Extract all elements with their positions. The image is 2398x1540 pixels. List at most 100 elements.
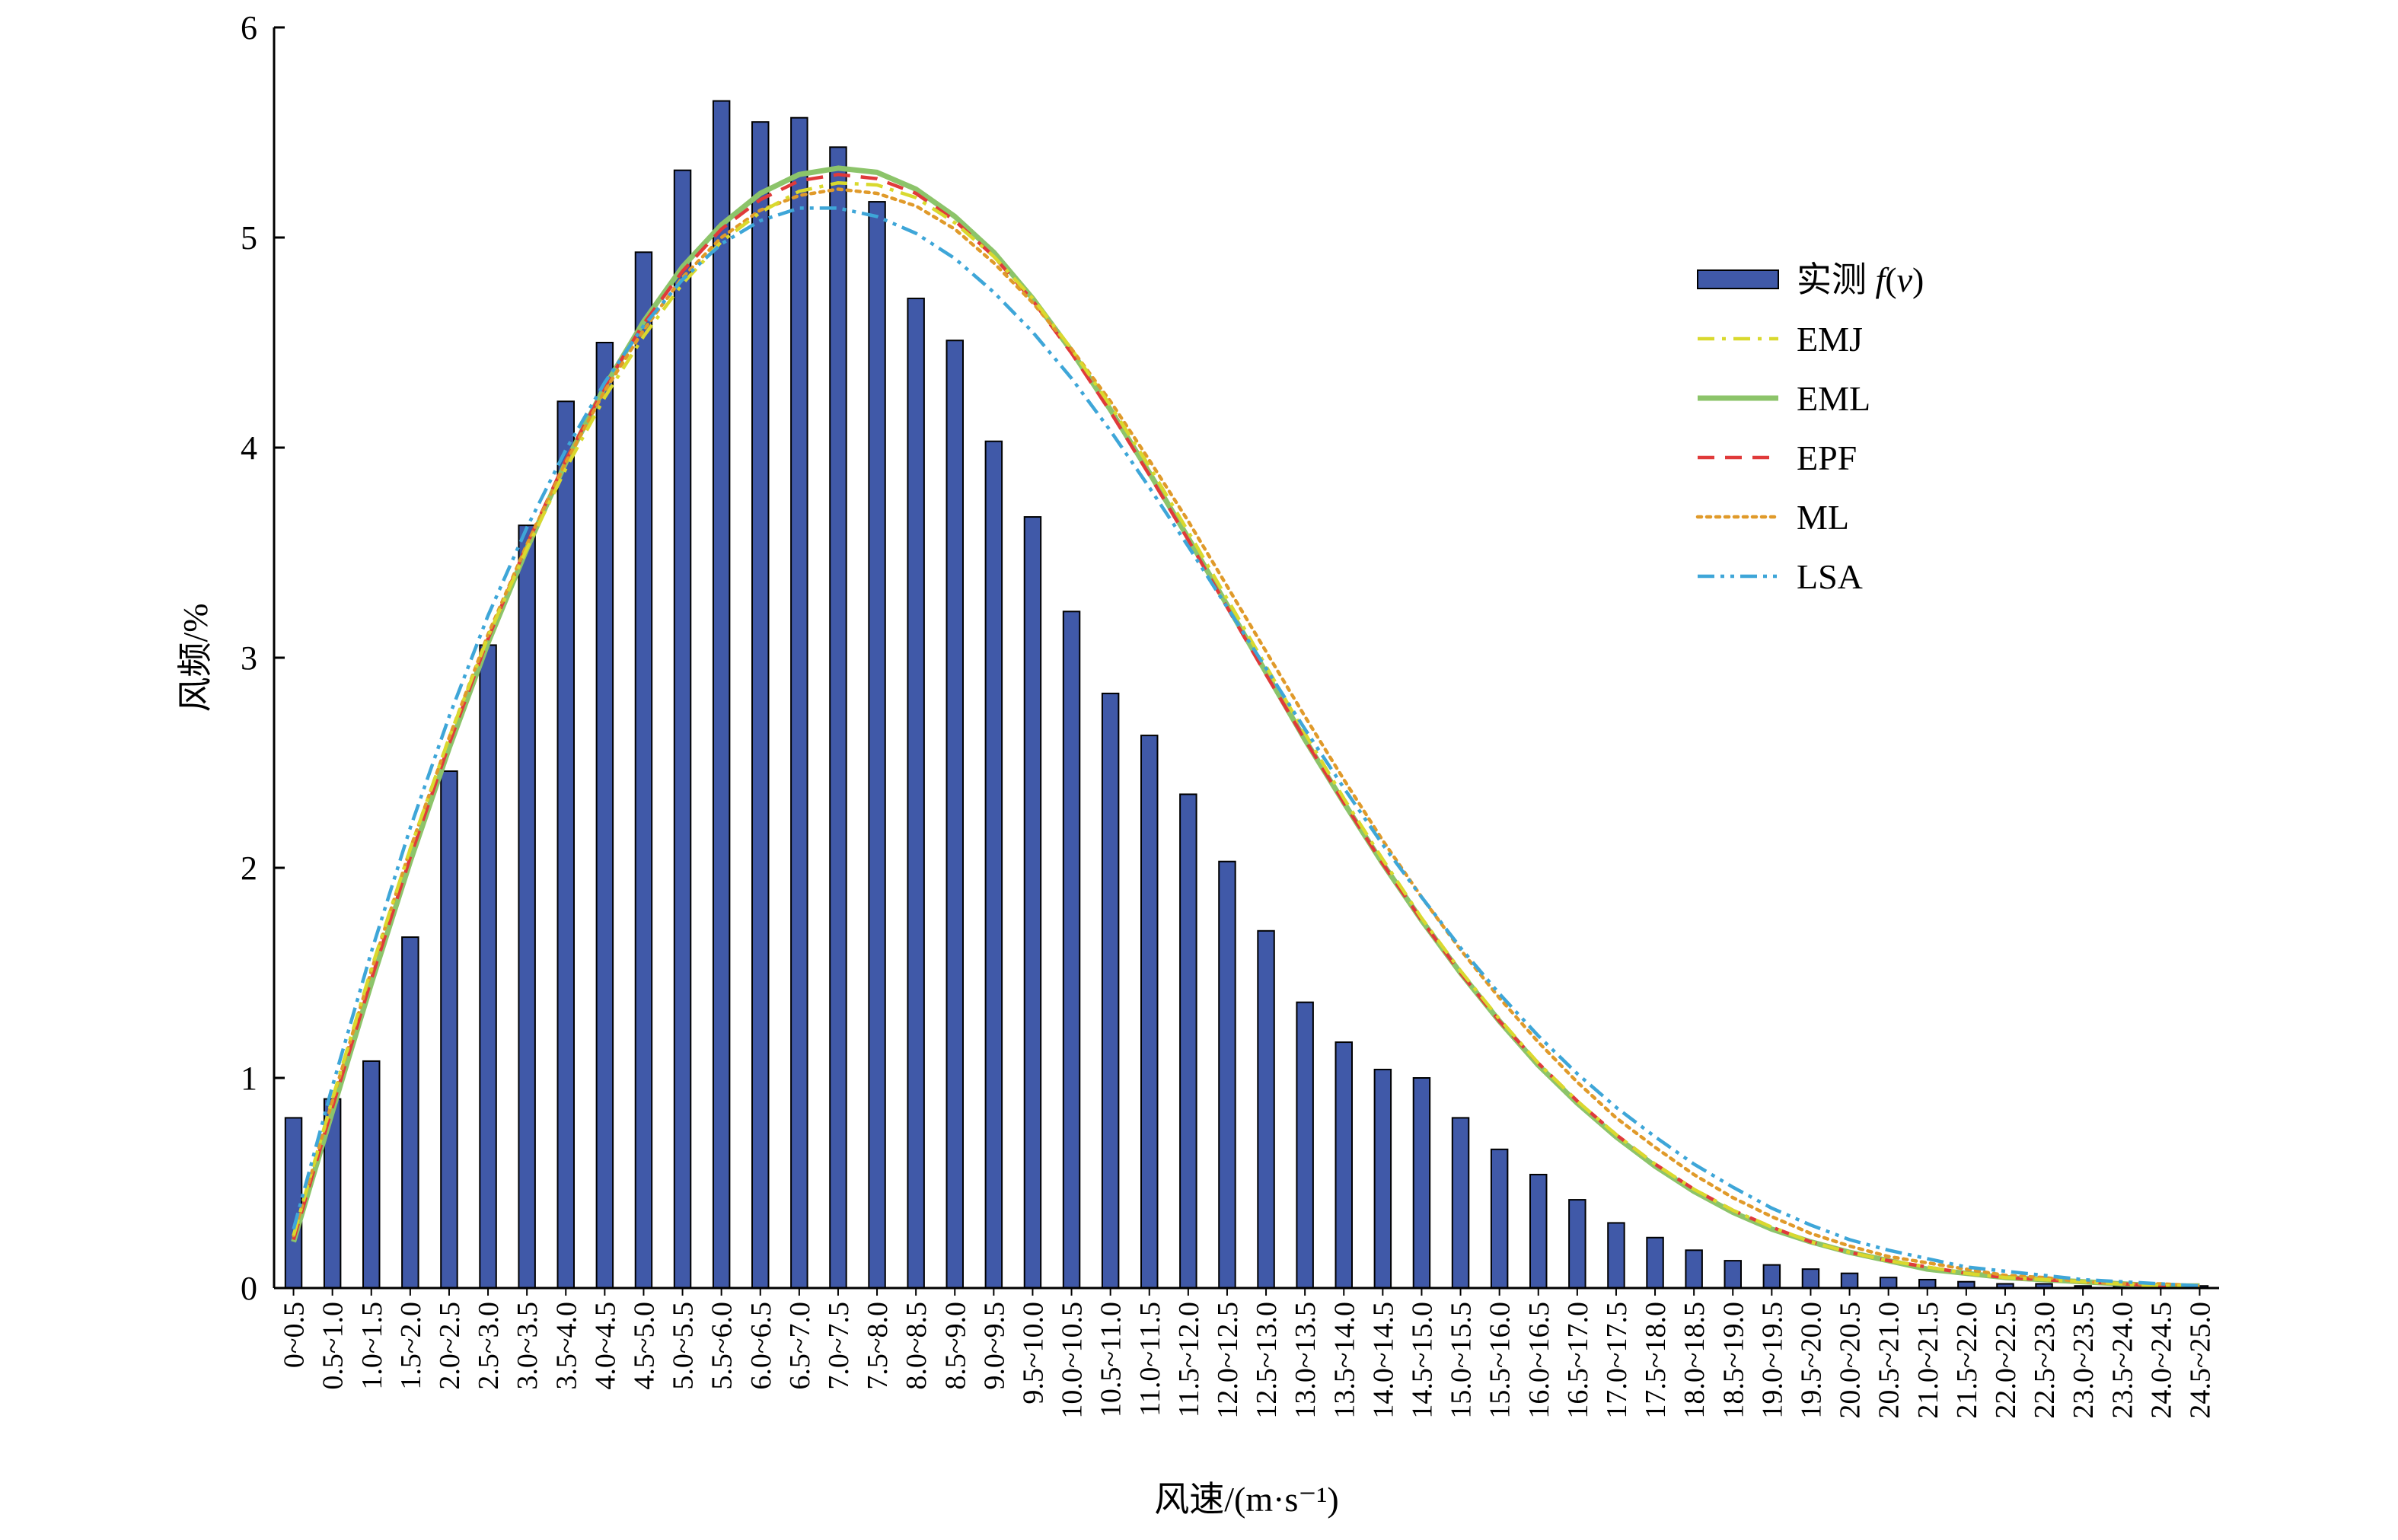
x-tick-label: 13.0~13.5 (1290, 1302, 1322, 1419)
legend-bars-name-var: v (1897, 260, 1913, 299)
y-tick-label: 6 (241, 9, 257, 46)
bar-20.5~21.0 (1879, 1277, 1898, 1289)
y-tick-label: 2 (241, 850, 257, 887)
x-tick-label: 10.0~10.5 (1057, 1302, 1089, 1419)
bar-15.0~15.5 (1451, 1117, 1470, 1289)
bar-0~0.5 (284, 1117, 303, 1289)
x-axis-title: 风速/(m·s⁻¹) (1154, 1480, 1339, 1519)
x-tick-label: 0.5~1.0 (317, 1302, 349, 1390)
x-tick-label: 5.0~5.5 (668, 1302, 700, 1390)
x-tick-label: 21.5~22.0 (1951, 1302, 1983, 1419)
bar-11.0~11.5 (1140, 735, 1159, 1289)
series-line-ml (292, 187, 2202, 1288)
x-tick-label: 22.0~22.5 (1990, 1302, 2022, 1419)
x-tick-label: 11.5~12.0 (1173, 1302, 1205, 1417)
bar-2.0~2.5 (440, 770, 458, 1289)
bar-3.0~3.5 (518, 524, 536, 1289)
bar-5.5~6.0 (712, 100, 731, 1290)
bar-14.5~15.0 (1412, 1077, 1431, 1289)
bar-18.5~19.0 (1724, 1260, 1742, 1289)
x-tick-label: 8.5~9.0 (939, 1302, 971, 1390)
x-tick-label: 16.0~16.5 (1523, 1302, 1555, 1419)
x-tick-label: 11.0~11.5 (1134, 1302, 1166, 1417)
x-tick-label: 14.0~14.5 (1367, 1302, 1399, 1419)
x-tick-label: 2.5~3.0 (473, 1302, 505, 1390)
x-tick-label: 12.0~12.5 (1212, 1302, 1244, 1419)
bar-14.0~14.5 (1373, 1068, 1392, 1289)
bar-7.0~7.5 (829, 146, 847, 1290)
bar-1.5~2.0 (401, 936, 419, 1289)
x-tick-label: 24.5~25.0 (2184, 1302, 2216, 1419)
bar-6.0~6.5 (751, 121, 770, 1290)
bar-19.0~19.5 (1762, 1264, 1781, 1290)
fit-lines-layer (291, 165, 2202, 1289)
bar-19.5~20.0 (1801, 1268, 1820, 1290)
bar-17.5~18.0 (1646, 1236, 1664, 1290)
legend: 实测 f(v) EMJ EML EPF ML LSA (1695, 260, 1924, 596)
x-tick-label: 12.5~13.0 (1251, 1302, 1283, 1419)
x-tick-label: 9.0~9.5 (978, 1302, 1010, 1390)
bar-18.0~18.5 (1685, 1249, 1703, 1289)
x-tick-label: 8.0~8.5 (901, 1302, 933, 1390)
x-tick-label: 21.0~21.5 (1912, 1302, 1944, 1419)
bar-2.5~3.0 (479, 644, 497, 1289)
x-tick-label: 3.5~4.0 (550, 1302, 582, 1390)
x-tick-label: 1.0~1.5 (356, 1302, 388, 1390)
x-tick-label: 15.0~15.5 (1446, 1302, 1478, 1419)
x-tick-label: 20.5~21.0 (1873, 1302, 1905, 1419)
x-tick-label: 3.0~3.5 (512, 1302, 544, 1390)
x-tick-label: 23.5~24.0 (2106, 1302, 2138, 1419)
y-tick-label: 1 (241, 1060, 257, 1097)
bar-4.5~5.0 (634, 251, 653, 1290)
x-tick-label: 7.0~7.5 (823, 1302, 855, 1390)
bar-10.5~11.0 (1101, 692, 1120, 1289)
bar-7.5~8.0 (868, 201, 886, 1290)
bar-5.0~5.5 (673, 169, 692, 1289)
x-tick-label: 9.5~10.0 (1017, 1302, 1049, 1404)
x-tick-label: 0~0.5 (279, 1302, 311, 1368)
series-line-emj (292, 180, 2200, 1288)
series-line-epf (292, 172, 2200, 1288)
bar-9.5~10.0 (1023, 516, 1042, 1289)
legend-label-eml: EML (1797, 379, 1870, 418)
y-tick-label: 3 (241, 639, 257, 677)
bar-9.0~9.5 (984, 440, 1003, 1289)
x-tick-label: 17.5~18.0 (1640, 1302, 1672, 1419)
bar-12.0~12.5 (1218, 860, 1236, 1289)
x-tick-label: 18.5~19.0 (1717, 1302, 1749, 1419)
x-tick-label: 4.0~4.5 (589, 1302, 621, 1390)
series-line-lsa (292, 206, 2200, 1288)
bar-8.5~9.0 (945, 340, 964, 1289)
x-tick-label: 15.5~16.0 (1484, 1302, 1516, 1419)
x-tick-label: 22.5~23.0 (2029, 1302, 2061, 1419)
y-tick-label: 0 (241, 1270, 257, 1307)
x-tick-label: 23.0~23.5 (2068, 1302, 2100, 1419)
x-tick-label: 14.5~15.0 (1406, 1302, 1438, 1419)
legend-label-emj: EMJ (1797, 320, 1863, 359)
x-tick-label: 5.5~6.0 (706, 1302, 738, 1390)
x-tick-label: 7.5~8.0 (862, 1302, 894, 1390)
legend-label-lsa: LSA (1797, 557, 1863, 596)
bar-13.5~14.0 (1335, 1041, 1353, 1289)
x-tick-label: 16.5~17.0 (1562, 1302, 1594, 1419)
x-tick-label: 6.0~6.5 (745, 1302, 777, 1390)
x-tick-label: 17.0~17.5 (1601, 1302, 1633, 1419)
bar-15.5~16.0 (1490, 1148, 1509, 1289)
bar-8.0~8.5 (907, 298, 925, 1289)
y-ticks: 0 1 2 3 4 5 6 (241, 9, 285, 1307)
bar-6.5~7.0 (790, 116, 808, 1289)
bar-13.0~13.5 (1296, 1001, 1314, 1289)
series-line-eml (291, 165, 2200, 1289)
bar-12.5~13.0 (1257, 929, 1275, 1290)
x-tick-label: 19.5~20.0 (1795, 1302, 1827, 1419)
bar-16.5~17.0 (1568, 1199, 1586, 1289)
legend-label-epf: EPF (1797, 438, 1857, 477)
bar-20.0~20.5 (1840, 1272, 1859, 1290)
y-tick-label: 5 (241, 219, 257, 257)
y-axis-title: 风频/% (176, 603, 215, 712)
legend-bars-paren-close: ) (1912, 260, 1924, 299)
bar-17.0~17.5 (1607, 1222, 1625, 1289)
legend-label-bars: 实测 f(v) (1797, 260, 1924, 299)
x-tick-label: 18.0~18.5 (1679, 1302, 1711, 1419)
